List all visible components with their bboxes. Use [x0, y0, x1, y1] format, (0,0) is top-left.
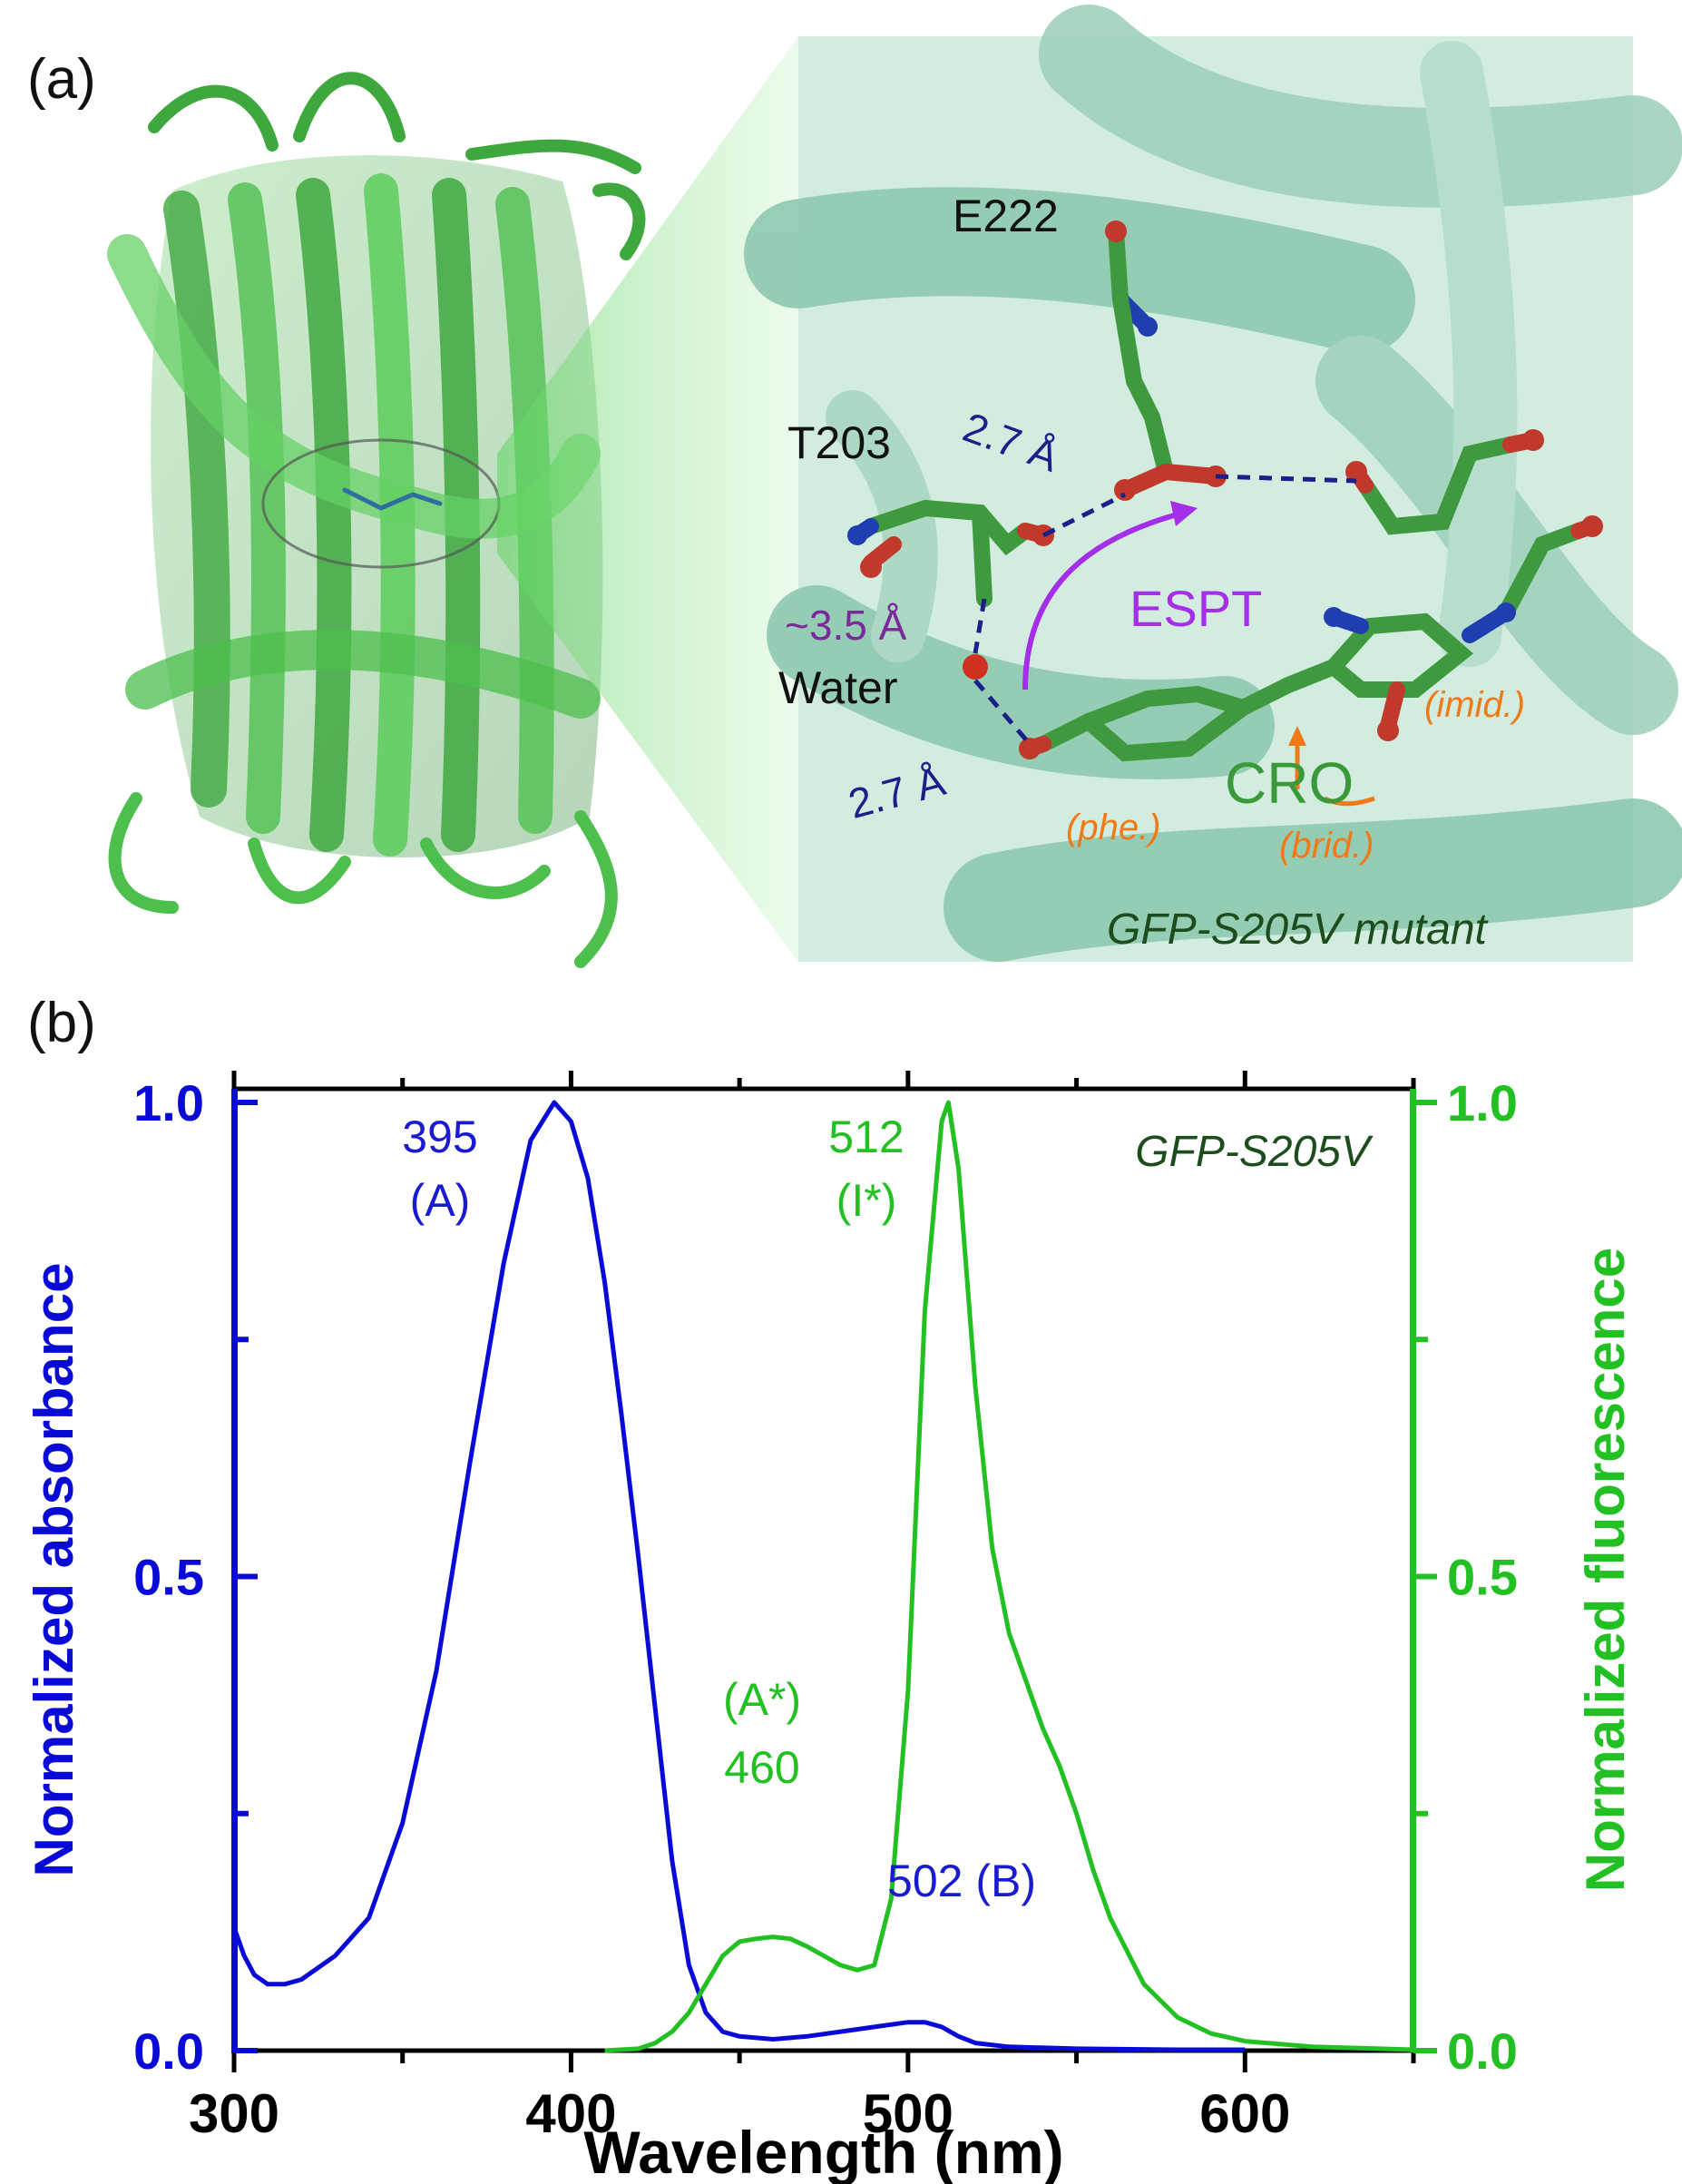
fluorescence-series-line [604, 1100, 1414, 2053]
active-site-zoom: E222 T203 Water 2.7 Å ~3.5 Å 2.7 Å ESPT … [744, 5, 1682, 962]
absorbance-series-line [231, 1100, 1246, 2052]
phenol-label: (phe.) [1066, 808, 1161, 847]
plot-frame [231, 1086, 1416, 2053]
espt-arrow [1022, 510, 1185, 690]
mutant-label: GFP-S205V mutant [1107, 906, 1489, 954]
panel-a: (a) [27, 5, 1682, 968]
panel-b-label: (b) [27, 992, 96, 1054]
peak-a-state-label: (A) [410, 1175, 471, 1226]
chromophore-label: CRO [1225, 750, 1354, 816]
x-tick-label: 400 [525, 2083, 616, 2144]
left-axis-ticks: 0.0 0.5 1.0 [133, 1074, 258, 2080]
peak-i-value-label: 512 [828, 1112, 904, 1162]
x-axis-title: Wavelength (nm) [583, 2119, 1063, 2184]
x-tick-label: 500 [863, 2083, 953, 2144]
zoom-wedge [497, 36, 798, 962]
distance-label-2: ~3.5 Å [785, 602, 907, 649]
left-tick-label: 0.5 [133, 1549, 204, 1606]
left-tick-label: 0.0 [133, 2022, 204, 2080]
bridge-label: (brid.) [1279, 826, 1374, 866]
water-molecule [963, 654, 988, 680]
panel-a-label: (a) [27, 48, 96, 111]
chart-title: GFP-S205V [1135, 1128, 1374, 1176]
right-axis-title: Normalized fluorescence [1575, 1248, 1636, 1892]
peak-b-label: 502 (B) [887, 1856, 1036, 1906]
imidazolinone-label: (imid.) [1424, 685, 1525, 725]
right-tick-label: 1.0 [1447, 1074, 1518, 1131]
peak-astar-state-label: (A*) [723, 1674, 801, 1725]
x-tick-label: 600 [1199, 2083, 1290, 2144]
panel-b: (b) 300 400 500 600 0.0 0.5 1.0 0.0 0.5 1.0 GFP… [24, 992, 1636, 2184]
right-axis-ticks: 0.0 0.5 1.0 [1413, 1074, 1518, 2080]
water-label: Water [778, 662, 898, 713]
series-layer [231, 1100, 1414, 2053]
x-tick-label: 300 [189, 2083, 279, 2144]
peak-astar-value-label: 460 [724, 1742, 799, 1793]
hydrogen-bonds [973, 474, 1357, 746]
left-axis-line [231, 1089, 238, 2053]
protein-structure-image [107, 72, 646, 968]
espt-label: ESPT [1129, 580, 1262, 637]
peak-i-state-label: (I*) [836, 1175, 897, 1226]
residue-e222-label: E222 [953, 191, 1059, 241]
right-tick-label: 0.0 [1447, 2022, 1518, 2080]
spectra-chart: 300 400 500 600 0.0 0.5 1.0 0.0 0.5 1.0 GFP-S20… [24, 1071, 1636, 2184]
right-tick-label: 0.5 [1447, 1549, 1518, 1606]
right-axis-line [1410, 1089, 1416, 2053]
peak-a-value-label: 395 [402, 1112, 477, 1162]
residue-t203-label: T203 [787, 417, 891, 468]
left-axis-title: Normalized absorbance [24, 1263, 84, 1877]
x-axis-ticks: 300 400 500 600 [189, 1071, 1416, 2144]
left-tick-label: 1.0 [133, 1074, 204, 1131]
